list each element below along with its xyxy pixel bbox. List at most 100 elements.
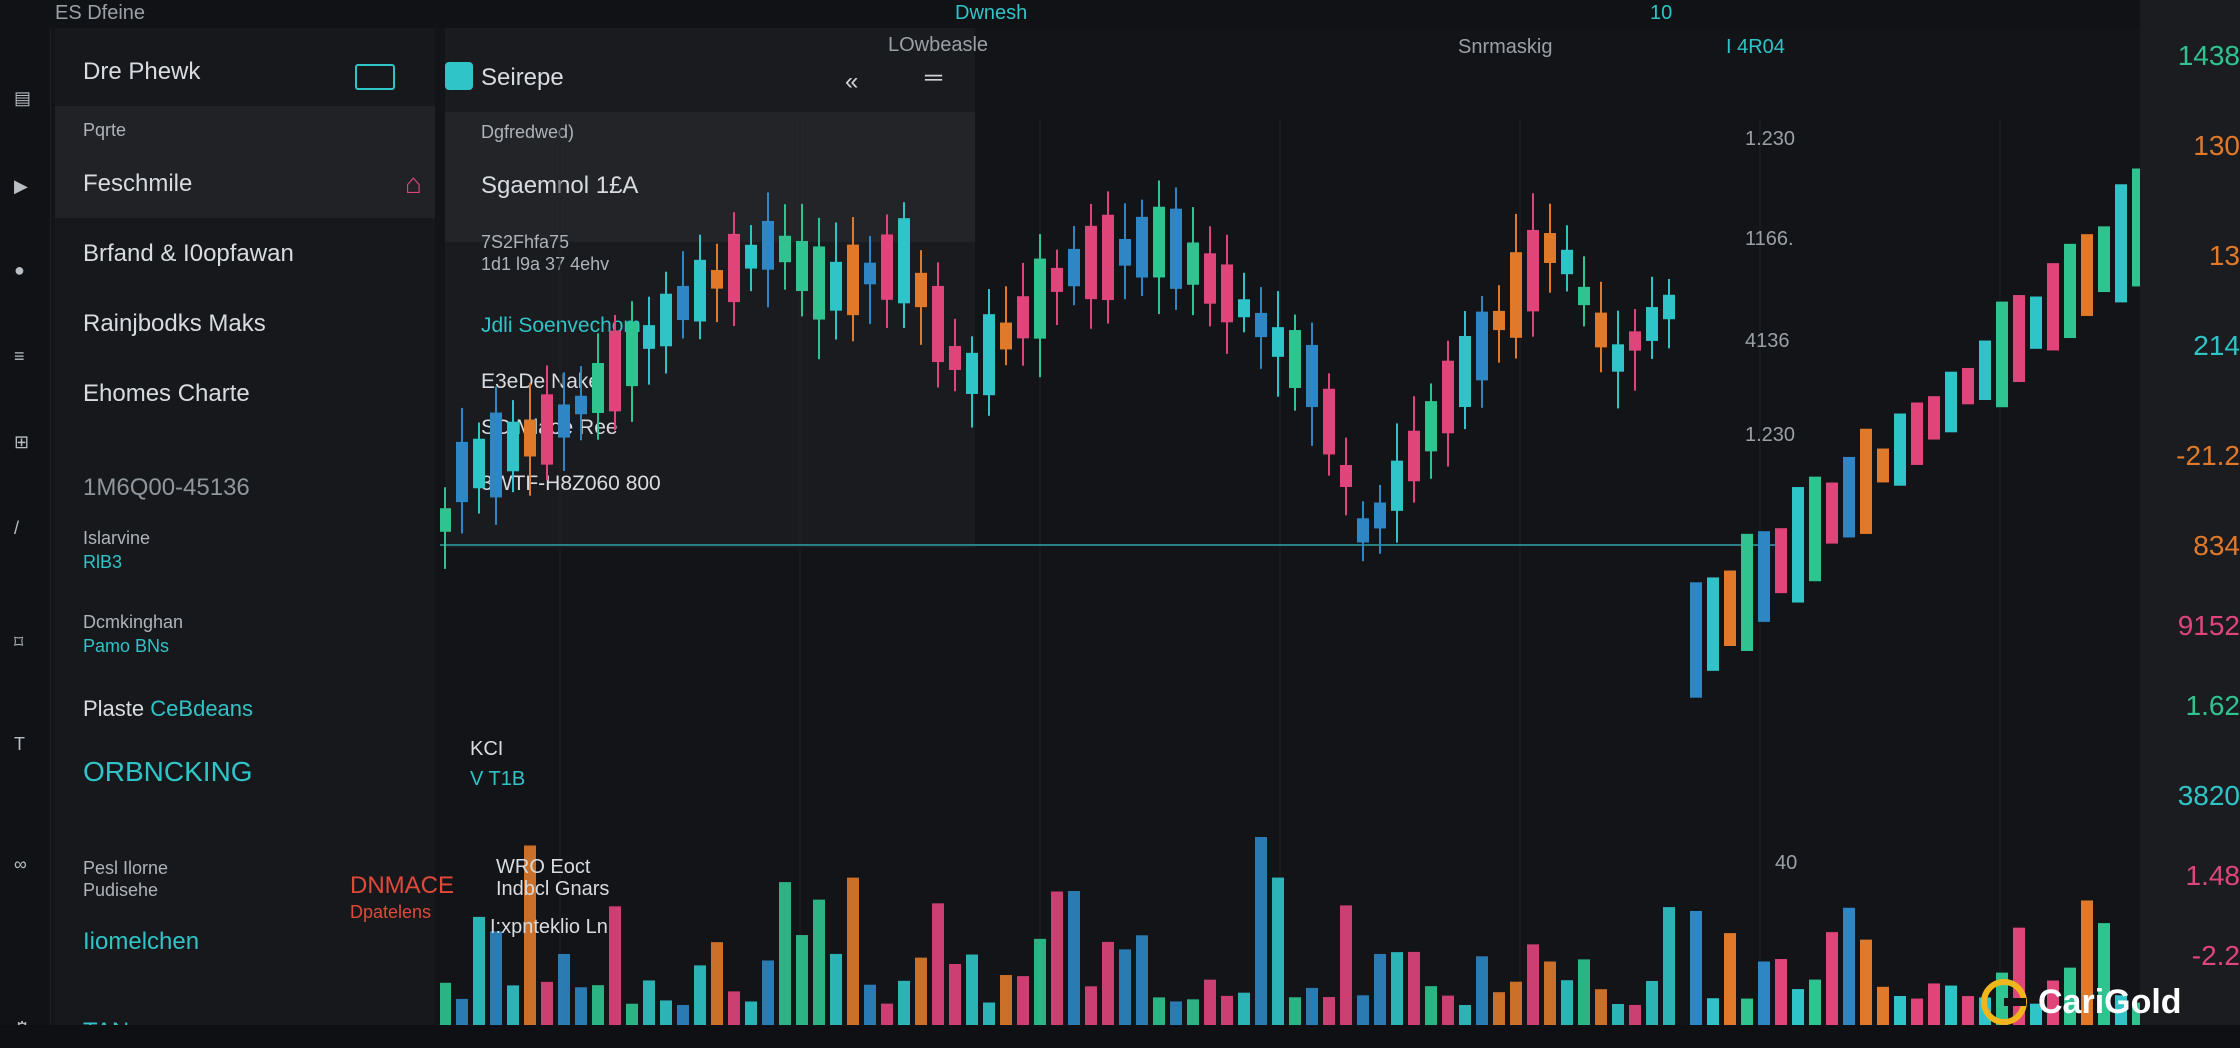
volume-bar (2030, 1003, 2042, 1025)
hamburger-icon[interactable]: ═ (925, 64, 943, 91)
candle (1578, 286, 1590, 306)
candle (1629, 331, 1641, 351)
volume-bar (1153, 997, 1165, 1025)
list-item[interactable]: E3eDe Nake (481, 370, 601, 393)
candlestick-chart[interactable] (440, 120, 2140, 1025)
candle (711, 270, 723, 289)
teal-label: Iiomelchen (83, 928, 200, 955)
candle (1758, 531, 1770, 622)
candle (1894, 413, 1906, 486)
red-label-2: Dpatelens (350, 902, 432, 922)
volume-bar (1408, 951, 1420, 1025)
grid-icon[interactable]: ⊞ (14, 432, 30, 452)
candle (1928, 396, 1940, 440)
list-item[interactable]: Rainjbodks Maks (83, 310, 266, 337)
menu-icon[interactable]: ▤ (14, 88, 32, 108)
candle (796, 240, 808, 292)
volume-bar (440, 982, 451, 1025)
candle (1843, 456, 1855, 538)
volume-bar (1578, 959, 1590, 1025)
candle (1962, 367, 1974, 405)
volume-bar (2047, 980, 2059, 1025)
volume-bar (1826, 932, 1838, 1025)
volume-bar (1894, 996, 1906, 1025)
volume-bar (966, 954, 978, 1025)
list-item[interactable]: Feschmile (83, 170, 193, 197)
circle-icon[interactable]: ● (14, 260, 25, 280)
volume-bar (1119, 949, 1131, 1025)
tab-label[interactable]: Seirepe (481, 64, 564, 91)
red-label: DNMACE (350, 872, 455, 899)
marker-label: KCI (470, 738, 504, 760)
volume-bar (1612, 1003, 1624, 1025)
candle (2047, 263, 2059, 351)
status-label: ORBNCKING (83, 756, 253, 787)
price-scale-label: 1.62 (2185, 690, 2240, 721)
volume-bar (1758, 961, 1770, 1025)
candle (626, 321, 638, 387)
volume-bar (1792, 989, 1804, 1025)
teal-item[interactable]: Jdli Soenvechom (481, 314, 641, 337)
volume-bar (1527, 944, 1539, 1025)
play-icon[interactable]: ▶ (14, 176, 28, 196)
symbol-label[interactable]: Dwnesh (955, 2, 1028, 24)
volume-bar (1809, 979, 1821, 1025)
list-item[interactable]: 3WTF-H8Z060 800 (481, 472, 661, 495)
list-item[interactable]: Brfand & I0opfawan (83, 240, 294, 267)
link-icon[interactable]: ∞ (14, 854, 27, 874)
volume-bar (898, 980, 910, 1025)
list-icon[interactable]: ≡ (14, 346, 25, 366)
plaste-label: Plaste (83, 696, 145, 721)
candle (677, 285, 689, 321)
slash-icon[interactable]: / (14, 518, 20, 538)
chart-icon[interactable] (355, 64, 395, 90)
volume-bar (1741, 998, 1753, 1025)
candle (694, 259, 706, 322)
volume-bar (745, 1001, 757, 1025)
volume-bar (1646, 980, 1658, 1025)
volume-bar (1510, 981, 1522, 1025)
candle (1391, 460, 1403, 511)
candle (1663, 294, 1675, 320)
candle (2030, 296, 2042, 349)
candle (507, 421, 519, 472)
collapse-icon[interactable]: « (845, 68, 859, 95)
candle (1979, 340, 1991, 401)
volume-bar (575, 987, 587, 1025)
volume-bar (592, 985, 604, 1025)
volume-bar (1663, 907, 1675, 1025)
chart-header-mid: Snrmaskig (1458, 36, 1553, 58)
volume-bar (2064, 967, 2076, 1025)
plaste-teal: CeBdeans (150, 696, 254, 721)
home-icon[interactable]: ⌂ (405, 168, 422, 199)
candle (1425, 401, 1437, 452)
volume-bar (1357, 995, 1369, 1025)
volume-bar (1000, 975, 1012, 1025)
candle (762, 220, 774, 270)
bottom-bar (0, 1025, 2240, 1048)
stat-line: 1M6Q00-45136 (83, 474, 250, 501)
volume-bar (728, 991, 740, 1025)
candle (983, 314, 995, 396)
candle (660, 293, 672, 347)
volume-bar (1561, 980, 1573, 1025)
candle (558, 404, 570, 438)
candle (898, 218, 910, 304)
sub-line: 7S2Fhfa75 (481, 232, 570, 252)
volume-bar (1911, 998, 1923, 1025)
list-item[interactable]: Ehomes Charte (83, 380, 250, 407)
price-scale: 1438 130 13 214 -21.2 834 9152 1.62 3820 1.48 -2.2 (2140, 0, 2240, 1048)
volume-bar (2081, 900, 2093, 1025)
text-icon[interactable]: T (14, 734, 25, 754)
bookmark-icon[interactable]: ⌑ (14, 632, 24, 652)
candle (1102, 214, 1114, 301)
volume-bar (983, 1002, 995, 1025)
sub-line: 1d1 l9a 37 4ehv (481, 254, 610, 274)
volume-bar (1860, 939, 1872, 1025)
volume-bar (1204, 979, 1216, 1025)
watchlist-panel: Dre Phewk Pqrte Feschmile ⌂ Brfand & I0o… (55, 28, 454, 1045)
volume-bar (2132, 1002, 2140, 1025)
volume-bar (660, 1000, 672, 1025)
volume-bar (643, 980, 655, 1025)
volume-bar (1996, 972, 2008, 1025)
